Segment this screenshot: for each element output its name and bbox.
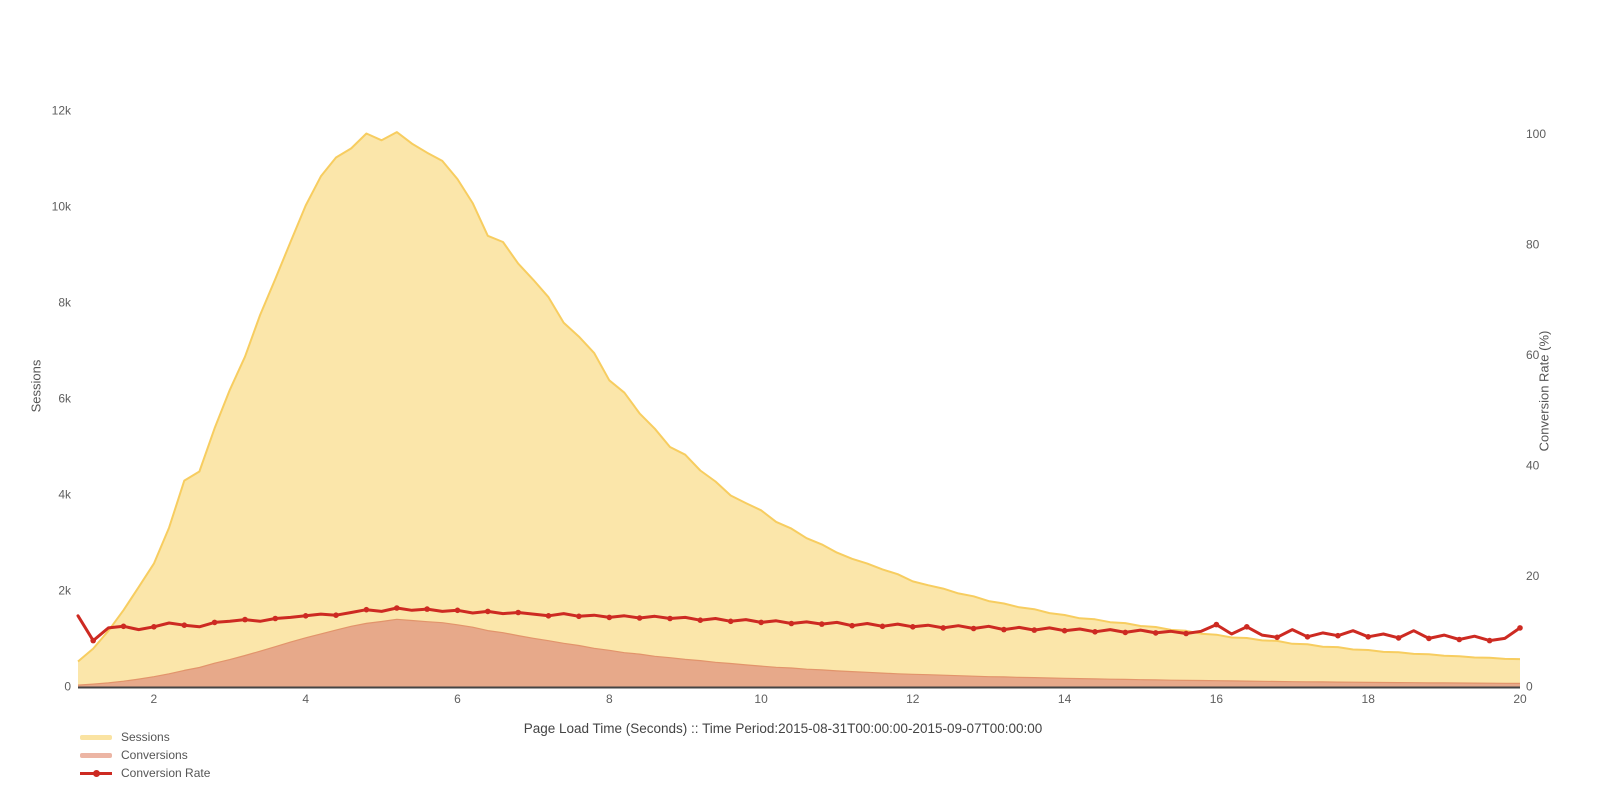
conversions-line — [77, 618, 1521, 686]
legend-line-swatch — [80, 766, 112, 780]
conversion-rate-marker — [181, 622, 188, 628]
conversion-rate-marker — [272, 615, 279, 622]
conversion-rate-marker — [1517, 625, 1523, 631]
y-right-tick-label: 80 — [1526, 238, 1540, 252]
conversion-rate-marker — [1061, 627, 1068, 634]
conversions-area — [78, 619, 1520, 687]
x-tick-label: 8 — [606, 692, 613, 706]
conversion-rate-marker — [1244, 624, 1250, 630]
conversion-rate-marker — [1395, 635, 1402, 641]
sessions-area — [78, 132, 1520, 687]
y-left-tick-label: 12k — [52, 104, 72, 118]
legend-label: Conversion Rate — [121, 766, 211, 780]
y-right-tick-label: 60 — [1526, 348, 1540, 362]
conversion-rate-marker — [697, 617, 704, 623]
conversion-rate-line — [76, 606, 1522, 643]
conversion-rate-marker — [576, 613, 582, 620]
legend-label: Conversions — [121, 748, 188, 762]
x-tick-label: 6 — [454, 692, 461, 706]
conversion-rate-marker — [120, 623, 127, 630]
y-right-tick-label: 40 — [1526, 459, 1540, 473]
legend-area-swatch — [80, 748, 112, 762]
x-tick-label: 16 — [1210, 692, 1224, 706]
conversion-rate-marker — [394, 605, 400, 611]
conversion-rate-marker — [211, 619, 218, 626]
conversion-rate-marker — [667, 615, 673, 622]
conversion-rate-marker — [1092, 629, 1098, 635]
x-tick-label: 20 — [1513, 692, 1527, 706]
conversion-rate-marker — [606, 614, 613, 621]
conversion-rate-marker — [1456, 636, 1463, 643]
conversion-rate-marker — [1304, 634, 1311, 640]
legend-item-sessions[interactable]: Sessions — [80, 728, 210, 746]
x-tick-label: 18 — [1362, 692, 1376, 706]
y-right-tick-label: 0 — [1526, 680, 1533, 694]
conversion-rate-marker — [151, 624, 157, 630]
conversion-rate-marker — [1213, 621, 1220, 628]
x-tick-label: 14 — [1058, 692, 1072, 706]
y-left-tick-label: 2k — [58, 584, 72, 598]
legend-item-conversion-rate[interactable]: Conversion Rate — [80, 764, 210, 782]
conversion-rate-marker — [1152, 630, 1159, 636]
conversion-rate-marker — [1426, 635, 1432, 642]
conversion-rate-marker — [545, 613, 552, 619]
conversion-rate-marker — [1365, 634, 1371, 640]
y-left-tick-label: 10k — [52, 200, 72, 214]
conversion-rate-marker — [90, 637, 96, 644]
conversion-rate-marker — [1335, 632, 1341, 639]
x-tick-label: 2 — [151, 692, 158, 706]
conversion-rate-marker — [454, 607, 461, 614]
y-left-tick-label: 8k — [58, 296, 72, 310]
conversion-rate-marker — [1274, 634, 1280, 641]
x-tick-label: 10 — [754, 692, 768, 706]
sessions-line — [77, 131, 1521, 663]
conversion-rate-marker — [940, 625, 946, 631]
conversion-rate-marker — [727, 618, 734, 625]
x-axis-title: Page Load Time (Seconds) :: Time Period:… — [523, 721, 1043, 736]
conversion-rate-marker — [970, 625, 977, 632]
conversion-rate-marker — [1486, 637, 1493, 644]
x-tick-label: 12 — [906, 692, 920, 706]
conversion-rate-marker — [424, 606, 430, 612]
legend-area-swatch — [80, 730, 112, 744]
y-axis-title-right: Conversion Rate (%) — [1536, 330, 1552, 452]
legend: Sessions Conversions Conversion Rate — [80, 728, 210, 782]
conversion-rate-marker — [788, 620, 795, 627]
y-left-tick-label: 0 — [64, 680, 71, 694]
x-tick-label: 4 — [302, 692, 309, 706]
conversion-rate-marker — [1183, 630, 1189, 637]
conversion-rate-marker — [758, 619, 764, 626]
y-axis-title-left: Sessions — [28, 359, 44, 413]
conversion-rate-marker — [485, 608, 491, 615]
conversion-rate-marker — [1031, 627, 1038, 633]
conversion-rate-marker — [515, 609, 521, 616]
y-left-tick-label: 4k — [58, 488, 72, 502]
conversion-rate-marker — [333, 612, 339, 618]
conversion-rate-marker — [849, 622, 855, 629]
conversion-rate-marker — [302, 613, 309, 619]
conversion-rate-marker — [879, 623, 886, 630]
y-right-tick-label: 20 — [1526, 569, 1540, 583]
conversion-rate-marker — [819, 621, 825, 627]
conversion-rate-marker — [636, 615, 643, 621]
conversion-rate-marker — [1122, 629, 1129, 636]
conversion-rate-marker — [910, 624, 916, 630]
conversion-rate-marker — [242, 616, 248, 623]
y-right-tick-label: 100 — [1526, 127, 1546, 141]
y-left-tick-label: 6k — [58, 392, 72, 406]
legend-item-conversions[interactable]: Conversions — [80, 746, 210, 764]
conversion-rate-marker — [363, 606, 370, 613]
conversion-rate-marker — [1001, 626, 1007, 633]
legend-label: Sessions — [121, 730, 170, 744]
